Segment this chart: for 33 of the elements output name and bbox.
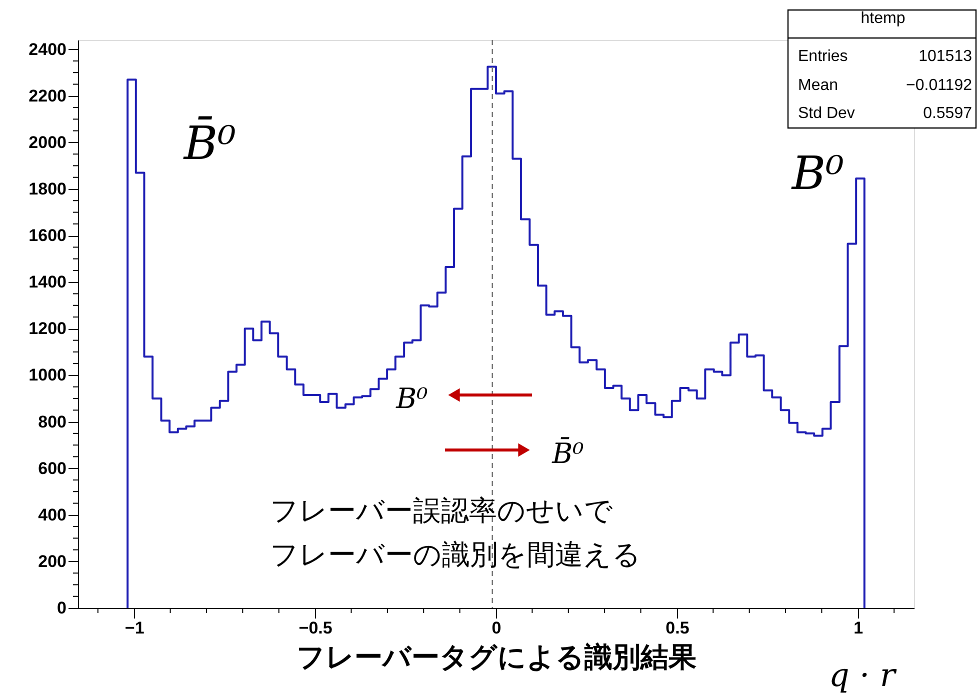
- annotation: B⁰: [395, 382, 428, 415]
- y-tick-label: 1800: [28, 179, 66, 198]
- annotation: Mean: [798, 77, 838, 94]
- y-tick-label: 1400: [28, 272, 66, 292]
- y-tick-label: 600: [38, 458, 66, 478]
- annotation: −0.01192: [906, 77, 972, 94]
- y-tick-label: 200: [38, 552, 66, 571]
- y-tick-label: 2200: [28, 86, 66, 106]
- annotation: フレーバーの識別を間違える: [270, 539, 641, 570]
- annotation: Entries: [798, 48, 848, 65]
- y-tick-label: 1200: [28, 319, 66, 338]
- annotation: Std Dev: [798, 105, 855, 122]
- y-tick-label: 800: [38, 412, 66, 432]
- text: htemp: [860, 10, 906, 27]
- annotation: B⁰: [790, 146, 844, 200]
- y-tick-label: 2000: [28, 132, 66, 152]
- x-tick-label: 0: [492, 618, 502, 638]
- y-tick-label: 400: [38, 505, 66, 524]
- x-axis-title: フレーバータグによる識別結果: [296, 642, 696, 672]
- text: 0.5597: [923, 105, 972, 122]
- y-tick-label: 1000: [28, 366, 66, 385]
- y-tick-label: 2400: [28, 40, 66, 59]
- annotation: B̄⁰: [551, 436, 584, 470]
- y-tick-label: 1600: [28, 226, 66, 246]
- annotation: B̄⁰: [182, 116, 236, 170]
- text: q · r: [828, 656, 897, 694]
- x-tick-label: 0.5: [666, 618, 690, 638]
- x-tick-label: −0.5: [298, 618, 332, 638]
- x-tick-label: −1: [124, 618, 144, 638]
- text: 101513: [918, 48, 972, 65]
- annotation: フレーバー誤認率のせいで: [270, 495, 613, 526]
- y-tick-label: 0: [57, 598, 66, 618]
- x-tick-label: 1: [854, 618, 864, 638]
